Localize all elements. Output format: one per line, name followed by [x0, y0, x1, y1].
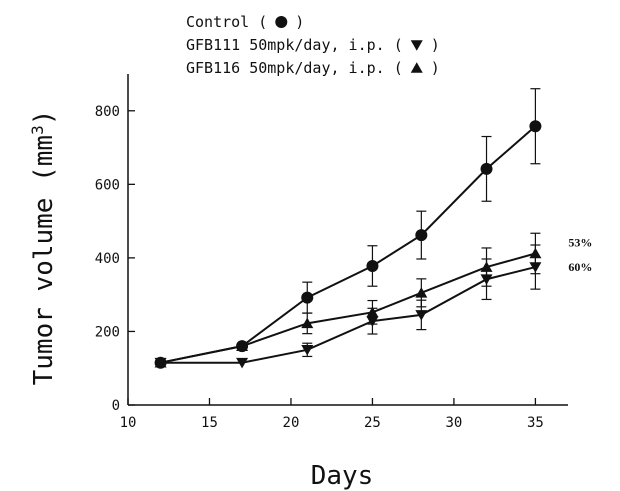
series-group	[154, 88, 542, 369]
y-axis-label: Tumor volume (mm3)	[28, 110, 59, 386]
legend-label: Control (	[186, 13, 267, 31]
y-tick-label: 600	[95, 177, 120, 193]
y-tick-label: 400	[95, 251, 120, 267]
legend-label: GFB111 50mpk/day, i.p. (	[186, 36, 403, 54]
series-line	[160, 252, 536, 364]
legend-marker	[410, 62, 423, 73]
data-point	[529, 120, 542, 133]
x-tick-label: 25	[364, 415, 381, 431]
data-point	[154, 357, 167, 368]
legend: Control () GFB111 50mpk/day, i.p. () GFB11…	[186, 13, 440, 77]
y-tick-label: 0	[112, 398, 120, 414]
series-triangle-down	[154, 244, 542, 369]
data-point	[301, 317, 314, 329]
data-point	[529, 247, 542, 259]
series-line	[160, 125, 537, 364]
x-tick-label: 20	[283, 415, 300, 431]
data-point	[301, 345, 314, 356]
axes: 0 200 400 600 800 10 15 20 25 30 35 Days Tumor volum…	[28, 74, 568, 491]
data-point	[415, 229, 428, 242]
legend-close: )	[295, 13, 304, 31]
x-tick-label: 30	[445, 415, 462, 431]
legend-close: )	[431, 59, 440, 77]
series-circle	[154, 88, 542, 369]
data-point	[415, 310, 428, 321]
y-tick-label: 200	[95, 324, 120, 340]
series-line	[160, 266, 536, 364]
data-point	[480, 162, 493, 175]
data-point	[366, 259, 379, 272]
legend-marker	[275, 16, 288, 28]
percent-annotation: 60%	[568, 260, 592, 274]
data-point	[236, 357, 249, 369]
annotations: 53% 60%	[568, 235, 592, 274]
y-tick-label: 800	[95, 104, 120, 120]
data-point	[366, 306, 379, 318]
x-axis-label: Days	[311, 461, 374, 491]
data-point	[301, 291, 314, 304]
x-tick-label: 10	[120, 415, 137, 431]
percent-annotation: 53%	[568, 235, 592, 249]
data-point	[236, 340, 249, 351]
series-triangle-up	[154, 232, 542, 368]
x-tick-label: 35	[527, 415, 544, 431]
data-point	[415, 287, 428, 298]
legend-marker	[410, 40, 423, 51]
legend-label: GFB116 50mpk/day, i.p. (	[186, 59, 403, 77]
legend-close: )	[431, 36, 440, 54]
x-tick-label: 15	[201, 415, 218, 431]
data-point	[480, 261, 493, 272]
